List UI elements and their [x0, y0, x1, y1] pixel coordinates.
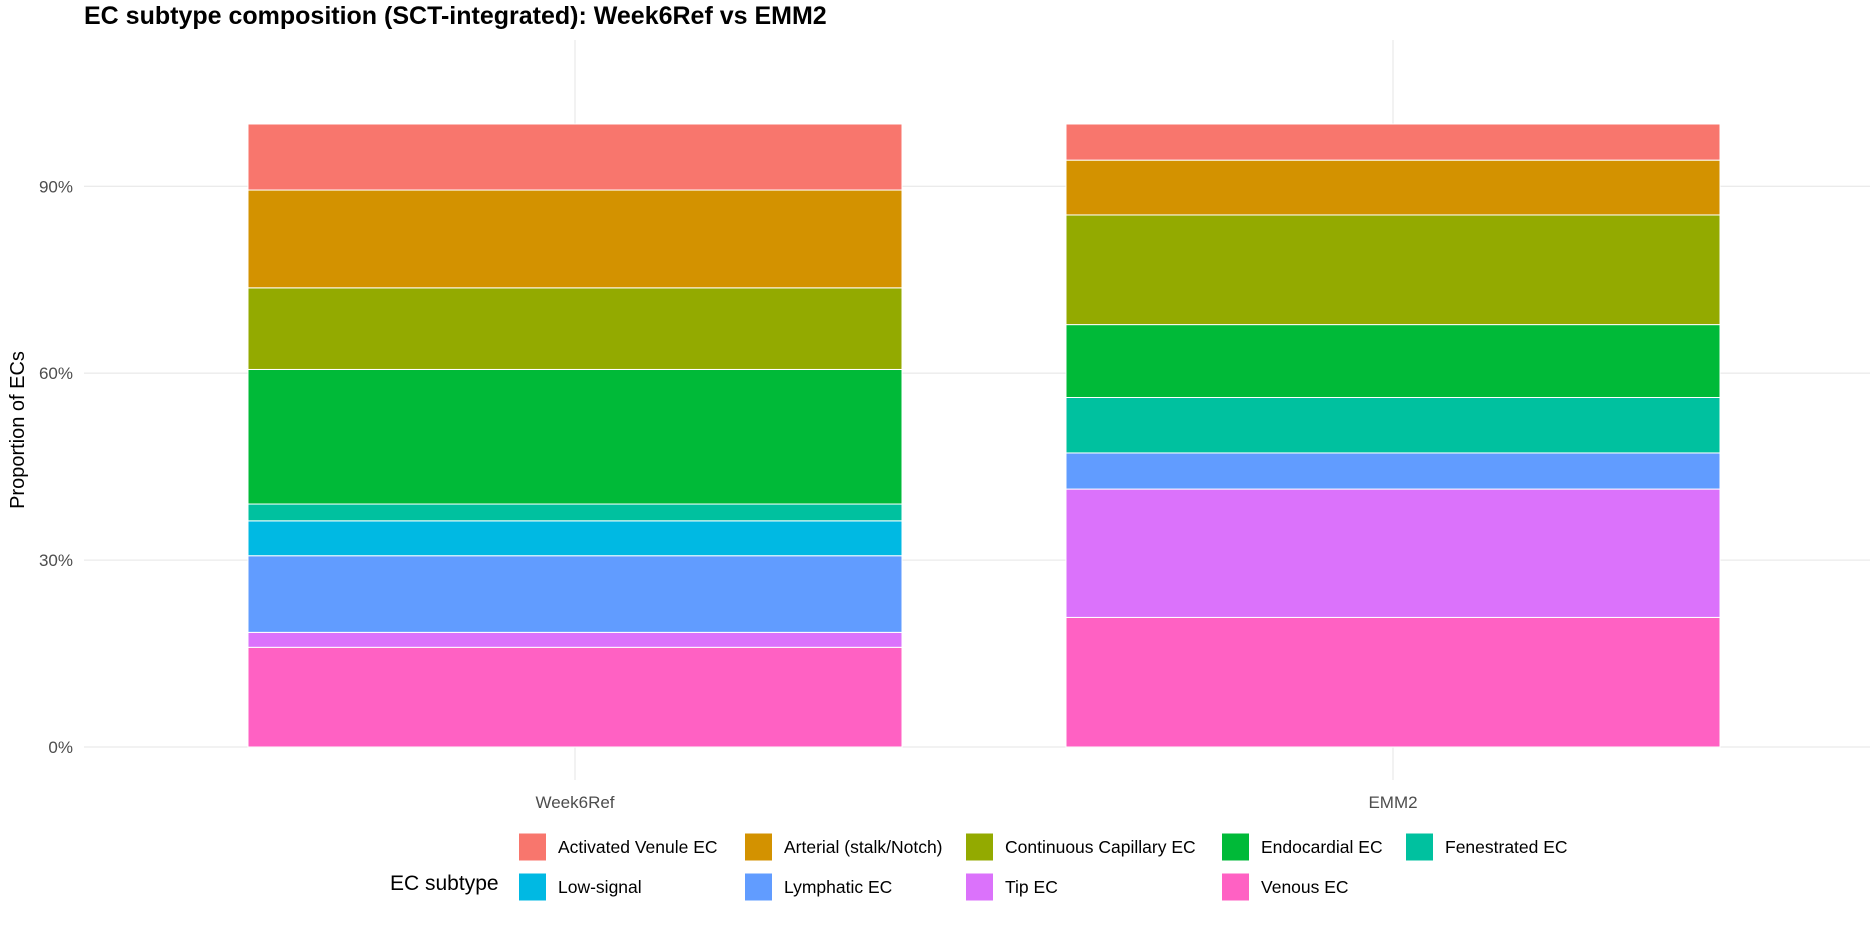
bar-segment-fenestrated-ec: [247, 503, 903, 522]
bar-segment-low-signal: [247, 520, 903, 557]
legend: EC subtype Activated Venule EC Arterial (…: [390, 833, 1568, 901]
x-tick-label: EMM2: [1368, 793, 1417, 812]
bar-segment-lymphatic-ec: [247, 555, 903, 633]
legend-key-venous-ec: [1222, 873, 1249, 901]
bar-segment-tip-ec: [1065, 488, 1721, 618]
bars: [247, 123, 1721, 748]
bar-segment-arterial-stalk-notch: [247, 189, 903, 289]
legend-label-arterial-stalk-notch: Arterial (stalk/Notch): [784, 837, 943, 857]
bar-segment-activated-venule-ec: [247, 123, 903, 191]
bar-segment-continuous-capillary-ec: [1065, 214, 1721, 326]
bar-segment-venous-ec: [1065, 616, 1721, 748]
legend-label-endocardial-ec: Endocardial EC: [1261, 837, 1383, 857]
y-tick-label: 60%: [39, 364, 73, 383]
bar-segment-arterial-stalk-notch: [1065, 159, 1721, 216]
legend-key-arterial-stalk-notch: [745, 833, 772, 861]
legend-label-low-signal: Low-signal: [558, 877, 642, 897]
legend-label-tip-ec: Tip EC: [1005, 877, 1058, 897]
bar-segment-endocardial-ec: [1065, 324, 1721, 398]
bar-segment-endocardial-ec: [247, 368, 903, 505]
legend-title: EC subtype: [390, 872, 499, 895]
legend-label-venous-ec: Venous EC: [1261, 877, 1349, 897]
y-tick-label: 30%: [39, 551, 73, 570]
legend-key-lymphatic-ec: [745, 873, 772, 901]
bar-segment-tip-ec: [247, 631, 903, 648]
legend-key-fenestrated-ec: [1406, 833, 1433, 861]
bar-segment-activated-venule-ec: [1065, 123, 1721, 161]
legend-key-endocardial-ec: [1222, 833, 1249, 861]
y-axis: 0% 30% 60% 90%: [39, 177, 73, 757]
y-tick-label: 90%: [39, 177, 73, 196]
legend-key-tip-ec: [966, 873, 993, 901]
legend-key-continuous-capillary-ec: [966, 833, 993, 861]
bar-stack-week6ref: [247, 123, 903, 748]
chart-title: EC subtype composition (SCT-integrated):…: [84, 2, 827, 30]
x-tick-label: Week6Ref: [535, 793, 614, 812]
bar-segment-continuous-capillary-ec: [247, 287, 903, 370]
legend-key-low-signal: [519, 873, 546, 901]
bar-segment-lymphatic-ec: [1065, 452, 1721, 490]
bar-stack-emm2: [1065, 123, 1721, 748]
bar-segment-fenestrated-ec: [1065, 396, 1721, 454]
legend-key-activated-venule-ec: [519, 833, 546, 861]
bar-segment-venous-ec: [247, 646, 903, 748]
x-axis: Week6Ref EMM2: [535, 793, 1417, 812]
y-tick-label: 0%: [48, 738, 73, 757]
legend-label-lymphatic-ec: Lymphatic EC: [784, 877, 892, 897]
legend-label-activated-venule-ec: Activated Venule EC: [558, 837, 718, 857]
y-axis-title: Proportion of ECs: [7, 351, 29, 509]
legend-label-continuous-capillary-ec: Continuous Capillary EC: [1005, 837, 1196, 857]
legend-label-fenestrated-ec: Fenestrated EC: [1445, 837, 1568, 857]
